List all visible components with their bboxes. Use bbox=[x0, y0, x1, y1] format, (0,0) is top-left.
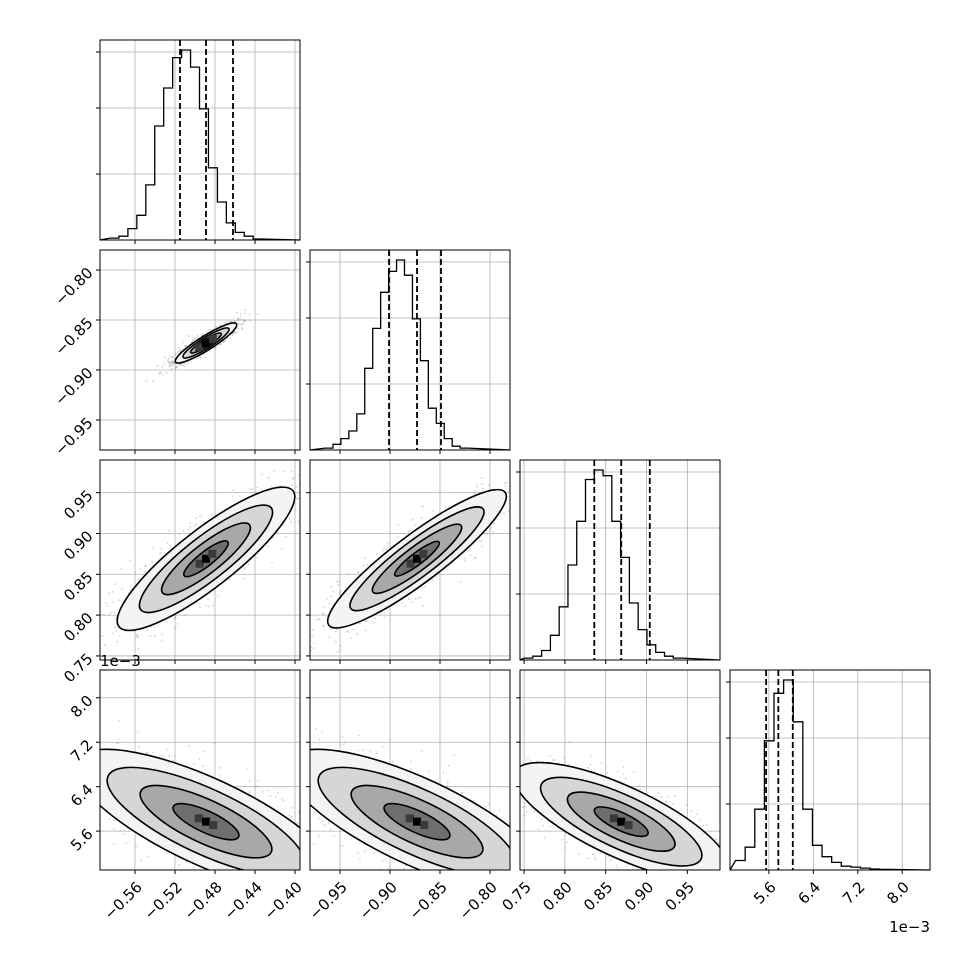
x-tick-label: 0.95 bbox=[662, 878, 698, 914]
y-tick-label: −0.80 bbox=[51, 264, 96, 309]
panel-frame bbox=[99, 249, 301, 451]
x-tick-label: −0.80 bbox=[456, 878, 501, 923]
y-tick-label: 0.85 bbox=[60, 568, 96, 604]
panel-frame bbox=[309, 249, 511, 451]
y-tick-label: 7.2 bbox=[67, 736, 97, 766]
density-core bbox=[617, 817, 626, 826]
hist-panel-0 bbox=[96, 39, 301, 244]
density-core bbox=[194, 814, 203, 823]
y-tick-label: 0.80 bbox=[60, 609, 96, 645]
panel-frame bbox=[309, 459, 511, 661]
density-core bbox=[406, 559, 415, 568]
x-tick-label: −0.56 bbox=[101, 878, 146, 923]
density-core bbox=[413, 817, 421, 826]
density-core bbox=[420, 821, 429, 830]
density-core bbox=[209, 821, 218, 830]
y-tick-label: 5.6 bbox=[67, 825, 97, 855]
pair-panel-2-0 bbox=[96, 459, 301, 664]
hist-bars bbox=[519, 469, 721, 661]
x-tick-label: 0.90 bbox=[621, 878, 657, 914]
hist-panel-3 bbox=[726, 669, 931, 874]
density-core bbox=[624, 821, 633, 830]
y-tick-label: 0.90 bbox=[60, 527, 96, 563]
pair-panel-2-1 bbox=[306, 459, 511, 664]
y-tick-label: 6.4 bbox=[67, 780, 97, 810]
density-core bbox=[202, 339, 210, 347]
y-tick-label: −0.95 bbox=[51, 414, 96, 459]
panel-frame bbox=[99, 459, 301, 661]
x-tick-label: −0.85 bbox=[406, 878, 451, 923]
x-tick-label: 5.6 bbox=[750, 878, 780, 908]
hist-panel-1 bbox=[306, 249, 511, 454]
x-tick-label: −0.40 bbox=[261, 878, 306, 923]
density-core bbox=[208, 334, 217, 343]
x-tick-label: −0.90 bbox=[356, 878, 401, 923]
panel-frame bbox=[519, 669, 721, 871]
hist-panel-2 bbox=[516, 459, 721, 664]
density-core bbox=[195, 559, 204, 568]
x-tick-label: 0.75 bbox=[499, 878, 535, 914]
y-tick-label: −0.85 bbox=[51, 314, 96, 359]
x-tick-label: 0.85 bbox=[580, 878, 616, 914]
y-tick-label: −0.90 bbox=[51, 364, 96, 409]
x-tick-label: 8.0 bbox=[883, 878, 913, 908]
panel-frame bbox=[99, 669, 301, 871]
density-core bbox=[202, 554, 210, 563]
x-tick-label: −0.95 bbox=[306, 878, 351, 923]
panel-frame bbox=[309, 669, 511, 871]
hist-bars bbox=[309, 259, 511, 451]
panel-frame bbox=[729, 669, 931, 871]
density-core bbox=[419, 549, 428, 558]
x-tick-label: −0.48 bbox=[181, 878, 226, 923]
hist-bars bbox=[99, 49, 301, 241]
density-core bbox=[413, 554, 421, 563]
x-tick-label: −0.52 bbox=[141, 878, 186, 923]
x-tick-label: 7.2 bbox=[839, 878, 869, 908]
y-tick-label: 8.0 bbox=[67, 692, 97, 722]
y-offset-label: 1e−3 bbox=[100, 652, 141, 670]
density-core bbox=[195, 343, 204, 352]
x-tick-label: 6.4 bbox=[795, 878, 825, 908]
y-tick-label: 0.95 bbox=[60, 486, 96, 522]
pair-panel-3-2 bbox=[516, 669, 721, 874]
pair-panel-3-0 bbox=[96, 669, 301, 874]
density-core bbox=[208, 549, 217, 558]
x-tick-label: −0.44 bbox=[221, 878, 266, 923]
density-core bbox=[202, 817, 210, 826]
pair-panel-3-1 bbox=[306, 669, 511, 874]
density-core bbox=[609, 814, 618, 823]
density-core bbox=[405, 814, 414, 823]
panel-frame bbox=[99, 39, 301, 241]
panel-frame bbox=[519, 459, 721, 661]
pair-panel-1-0 bbox=[96, 249, 301, 454]
y-tick-label: 0.75 bbox=[60, 650, 96, 686]
x-offset-label: 1e−3 bbox=[889, 918, 930, 936]
hist-bars bbox=[729, 679, 931, 871]
x-tick-label: 0.80 bbox=[539, 878, 575, 914]
